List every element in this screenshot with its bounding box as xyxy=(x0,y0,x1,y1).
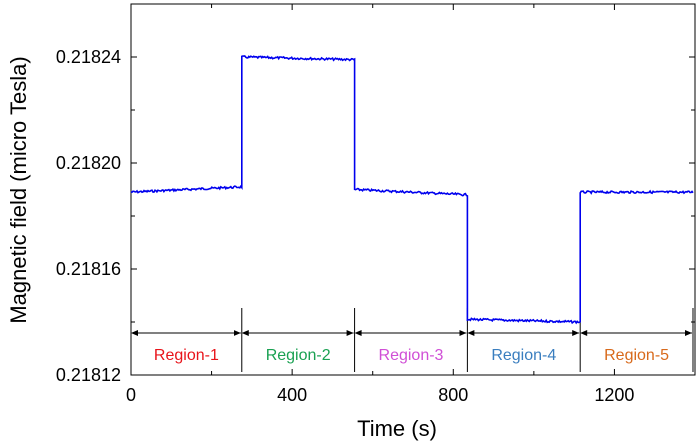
y-tick-label: 0.21816 xyxy=(56,259,121,279)
region-label: Region-3 xyxy=(379,347,444,364)
x-axis-label: Time (s) xyxy=(357,416,437,441)
magnetic-field-series xyxy=(130,55,694,325)
region-label: Region-5 xyxy=(604,347,669,364)
axis-ticks xyxy=(130,4,695,376)
region-label: Region-1 xyxy=(154,347,219,364)
y-tick-label: 0.21812 xyxy=(56,365,121,385)
x-tick-label: 800 xyxy=(438,385,468,405)
x-tick-label: 0 xyxy=(126,385,136,405)
x-tick-labels: 0 400 800 1200 xyxy=(126,385,634,405)
plot-frame xyxy=(130,3,696,376)
y-tick-label: 0.21824 xyxy=(56,47,121,67)
y-tick-label: 0.21820 xyxy=(56,153,121,173)
y-axis-label: Magnetic field (micro Tesla) xyxy=(6,56,31,323)
region-label: Region-2 xyxy=(266,347,331,364)
x-tick-label: 1200 xyxy=(594,385,634,405)
y-tick-labels: 0.21812 0.21816 0.21820 0.21824 xyxy=(56,47,121,385)
region-markers: Region-1 Region-2 Region-3 Region-4 Region-5 xyxy=(130,308,694,372)
x-tick-label: 400 xyxy=(277,385,307,405)
plot-area: Region-1 Region-2 Region-3 Region-4 Region-5 xyxy=(130,3,696,376)
region-label: Region-4 xyxy=(491,347,556,364)
